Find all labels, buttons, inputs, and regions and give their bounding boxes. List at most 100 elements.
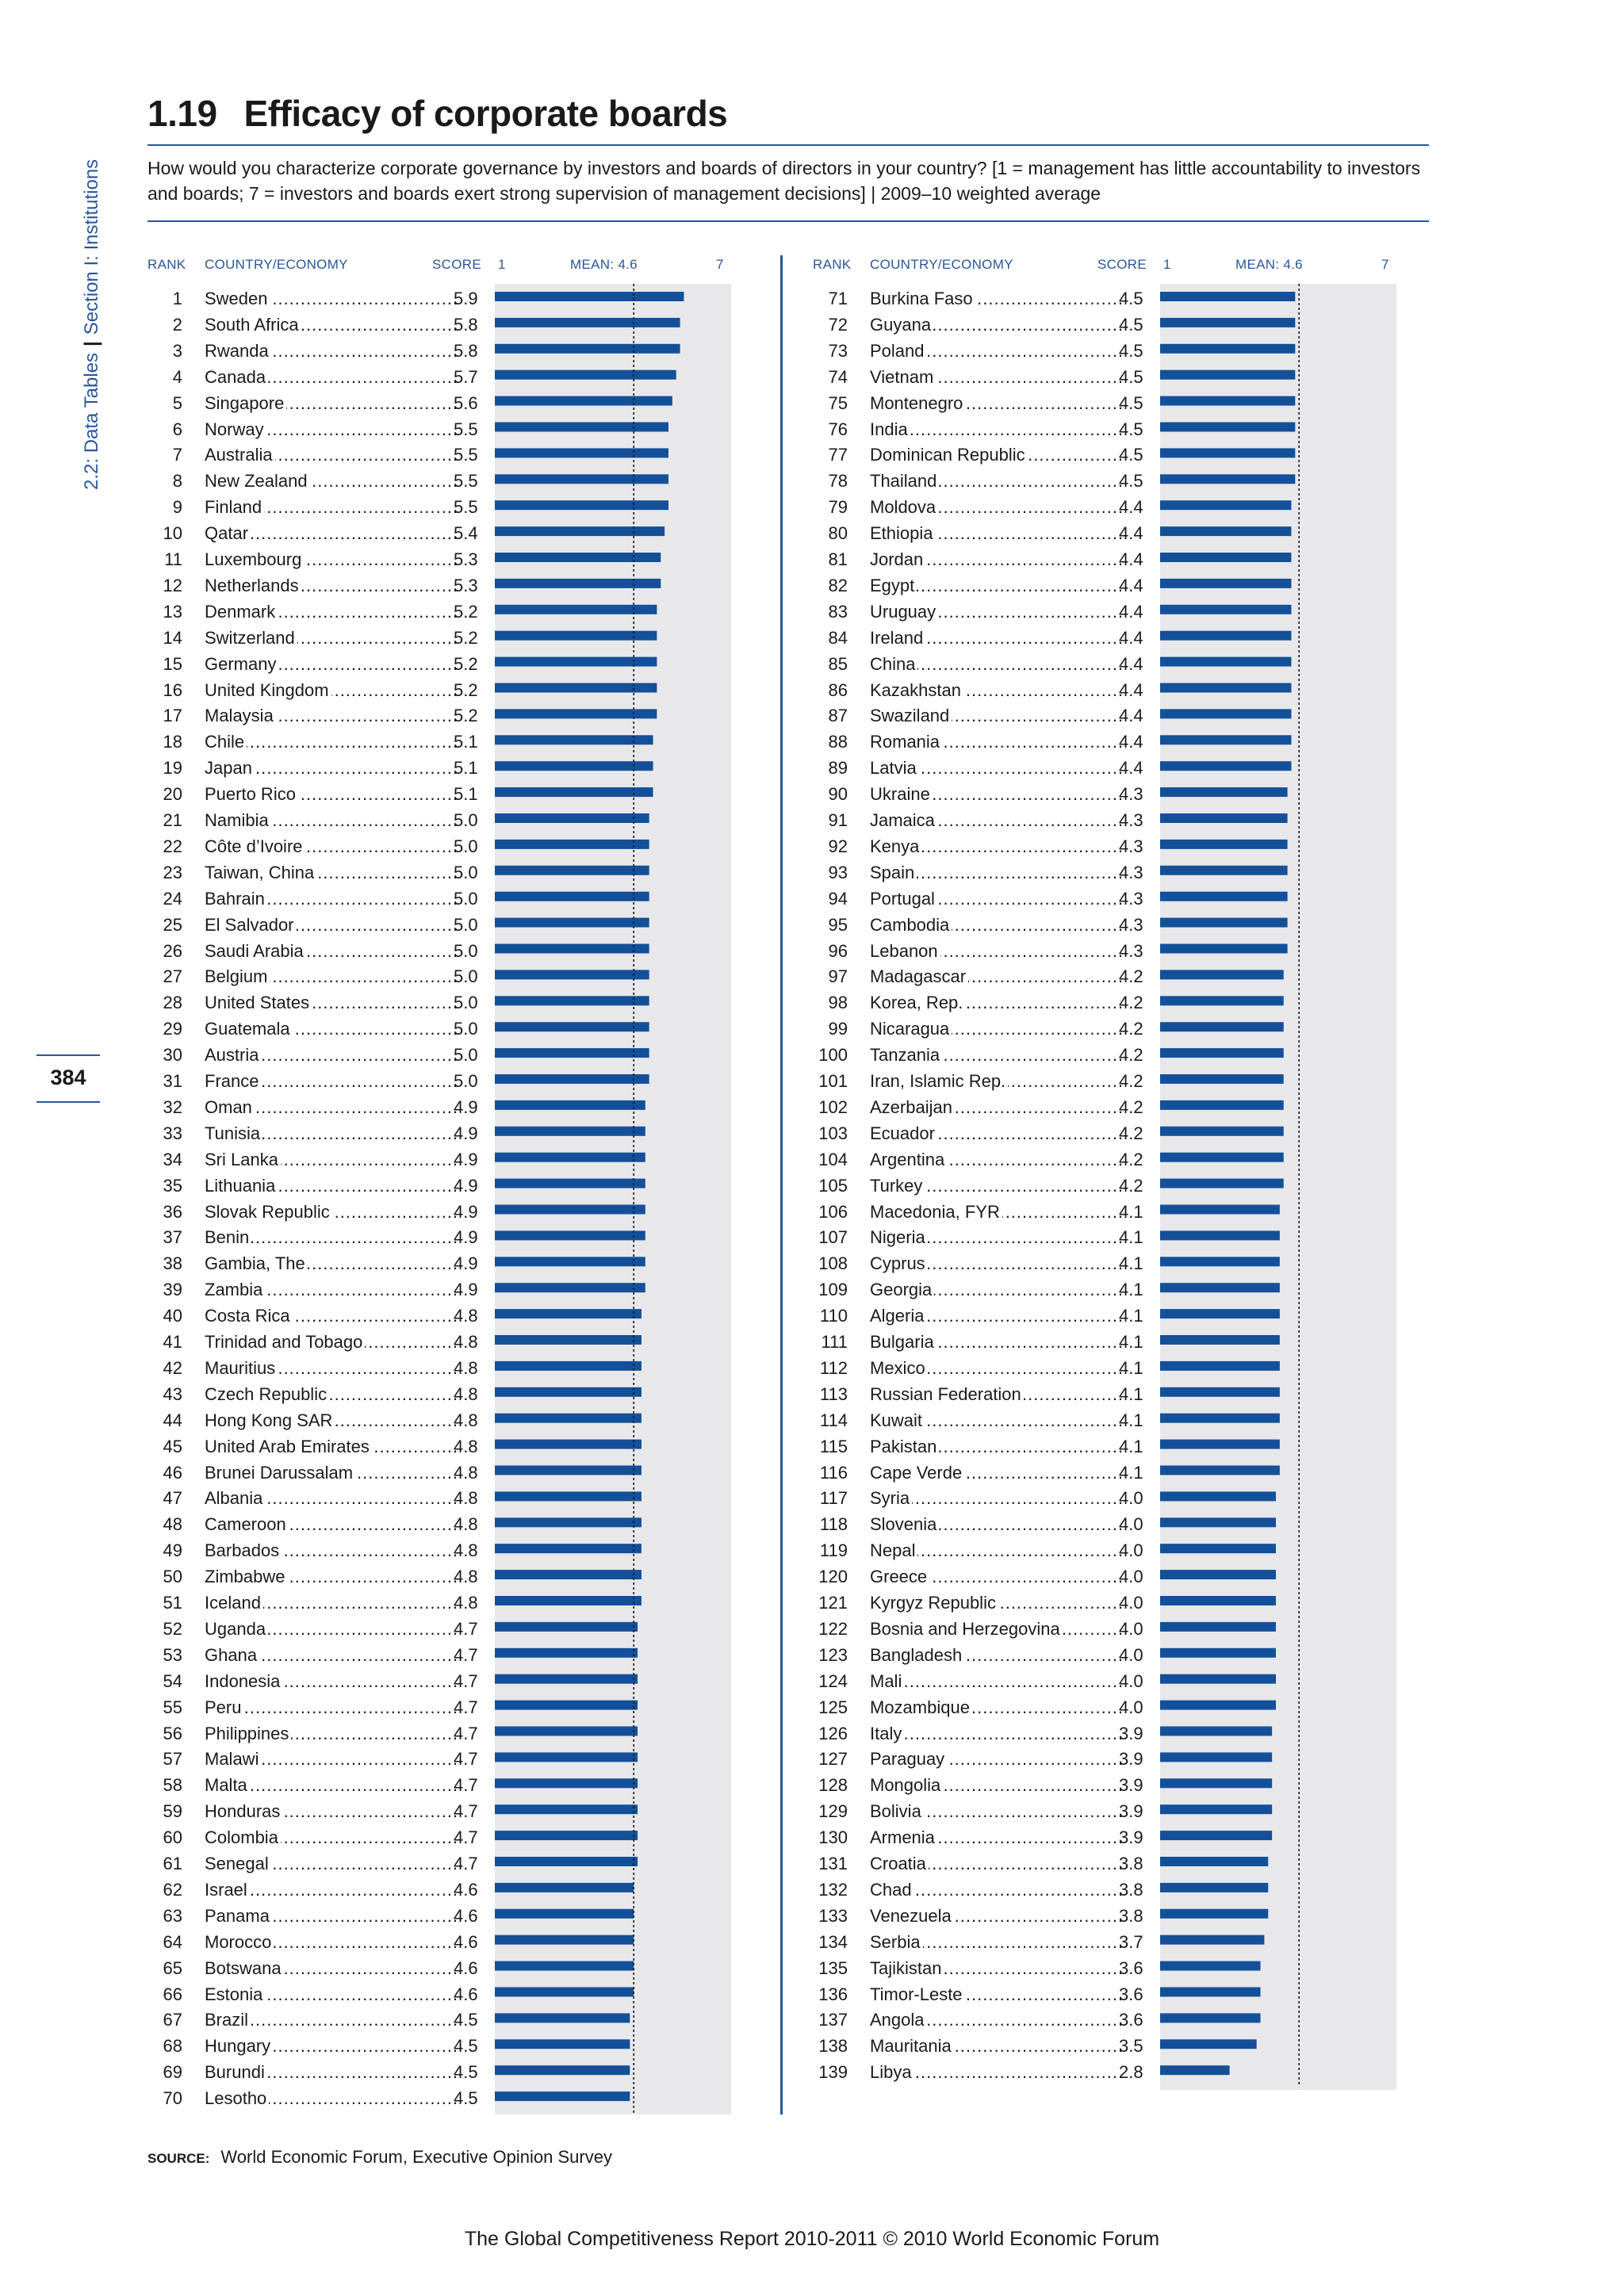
- country-name: Jamaica: [870, 810, 937, 830]
- bar: [1160, 683, 1292, 693]
- score-cell: 4.3: [1119, 862, 1143, 882]
- country-name: Greece: [870, 1567, 930, 1587]
- country-cell: Sri Lanka: [205, 1149, 281, 1170]
- country-name: Singapore: [205, 392, 287, 413]
- table-row: 31......................................…: [147, 1066, 488, 1093]
- table-row: 130.....................................…: [813, 1823, 1154, 1849]
- bar: [495, 2065, 630, 2076]
- country-name: Australia: [205, 445, 275, 465]
- bar: [1160, 1544, 1276, 1554]
- rank-cell: 54: [163, 1670, 182, 1691]
- country-cell: Korea, Rep.: [870, 993, 966, 1013]
- country-name: Hong Kong SAR: [205, 1410, 335, 1430]
- country-cell: Brunei Darussalam: [205, 1462, 356, 1483]
- score-cell: 4.3: [1119, 888, 1143, 909]
- bar: [1160, 1465, 1280, 1475]
- score-cell: 4.5: [1119, 445, 1143, 465]
- country-cell: Switzerland: [205, 627, 297, 649]
- country-name: Chad: [870, 1879, 914, 1900]
- table-row: 107.....................................…: [813, 1223, 1154, 1249]
- bar: [1160, 1126, 1284, 1136]
- rank-cell: 128: [818, 1775, 848, 1796]
- rank-cell: 109: [818, 1280, 848, 1300]
- table-row: 137.....................................…: [813, 2005, 1154, 2031]
- rank-cell: 63: [163, 1905, 182, 1926]
- score-cell: 5.8: [454, 314, 478, 335]
- country-name: Mauritania: [870, 2036, 954, 2057]
- country-cell: Nicaragua: [870, 1019, 952, 1039]
- score-cell: 5.0: [454, 810, 478, 830]
- bar: [495, 1491, 642, 1502]
- rank-cell: 137: [818, 2010, 848, 2030]
- rank-cell: 70: [163, 2088, 182, 2109]
- country-name: Albania: [205, 1488, 266, 1509]
- country-name: Romania: [870, 732, 943, 752]
- bar: [495, 474, 668, 484]
- bar: [1160, 787, 1288, 798]
- country-name: Timor-Leste: [870, 1984, 965, 2004]
- rank-cell: 136: [818, 1984, 848, 2004]
- bar: [1160, 578, 1292, 588]
- bar: [495, 1908, 634, 1919]
- rank-cell: 112: [819, 1357, 848, 1378]
- score-cell: 4.0: [1119, 1670, 1143, 1691]
- page-title: 1.19 Efficacy of corporate boards: [147, 92, 728, 135]
- table-row: 73......................................…: [813, 336, 1154, 362]
- score-cell: 3.6: [1119, 1957, 1143, 1978]
- rank-cell: 133: [818, 1905, 848, 1926]
- table-row: 71......................................…: [813, 284, 1154, 310]
- score-cell: 4.6: [454, 1931, 478, 1952]
- bar: [1160, 1413, 1280, 1423]
- table-row: 76......................................…: [813, 415, 1154, 441]
- rank-cell: 58: [163, 1775, 182, 1796]
- score-cell: 4.4: [1119, 706, 1143, 726]
- country-cell: Dominican Republic: [870, 445, 1028, 465]
- rank-cell: 6: [172, 419, 182, 439]
- bar: [1160, 1152, 1284, 1162]
- bar: [1160, 891, 1288, 901]
- country-cell: Uruguay: [870, 601, 939, 622]
- section-side-label: 2.2: Data Tables | Section I: Institutions: [76, 95, 105, 492]
- score-cell: 5.0: [454, 966, 478, 987]
- score-cell: 4.4: [1119, 758, 1143, 779]
- country-name: Cape Verde: [870, 1462, 965, 1483]
- table-row: 17......................................…: [147, 701, 488, 727]
- bar: [1160, 1048, 1284, 1058]
- country-cell: Libya: [870, 2062, 914, 2083]
- bar: [495, 369, 676, 380]
- country-cell: Malaysia: [205, 706, 276, 726]
- country-name: Chile: [205, 732, 247, 752]
- country-name: Madagascar: [870, 966, 969, 987]
- country-cell: New Zealand: [205, 471, 310, 492]
- country-cell: Macedonia, FYR: [870, 1201, 1002, 1223]
- rank-cell: 36: [163, 1201, 182, 1222]
- leader-dots: ........................................…: [870, 1670, 1124, 1691]
- country-cell: Nepal: [870, 1540, 918, 1561]
- score-cell: 4.8: [454, 1514, 478, 1535]
- bar: [1160, 1882, 1269, 1892]
- score-cell: 4.5: [1119, 419, 1143, 439]
- rank-cell: 46: [163, 1462, 182, 1483]
- rank-cell: 67: [163, 2010, 182, 2030]
- table-row: 118.....................................…: [813, 1510, 1154, 1536]
- country-name: Mongolia: [870, 1775, 944, 1796]
- bar: [1160, 474, 1296, 484]
- table-row: 93......................................…: [813, 858, 1154, 884]
- country-cell: Georgia: [870, 1280, 935, 1300]
- country-cell: Timor-Leste: [870, 1984, 965, 2005]
- table-title: Efficacy of corporate boards: [243, 93, 728, 134]
- rank-cell: 85: [828, 653, 848, 674]
- rank-cell: 9: [172, 497, 182, 518]
- score-cell: 4.4: [1119, 497, 1143, 518]
- bar: [495, 1934, 634, 1945]
- score-cell: 5.1: [454, 732, 478, 752]
- bar: [1160, 422, 1296, 432]
- table-row: 75......................................…: [813, 388, 1154, 415]
- rank-cell: 50: [163, 1567, 182, 1587]
- bar: [1160, 1831, 1273, 1841]
- page-number-rule-bottom: [36, 1101, 100, 1103]
- country-cell: Rwanda: [205, 340, 271, 362]
- country-cell: Kazakhstan: [870, 679, 963, 701]
- rank-cell: 111: [821, 1332, 848, 1352]
- table-row: 45......................................…: [147, 1432, 488, 1458]
